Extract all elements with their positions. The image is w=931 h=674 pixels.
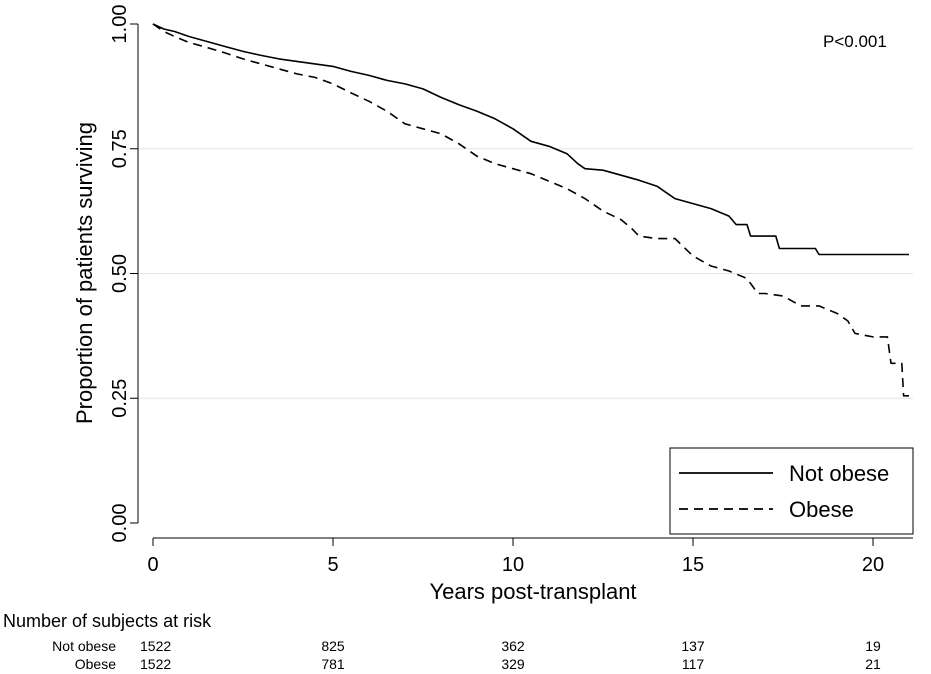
legend: Not obese Obese (669, 447, 914, 535)
risk-value: 781 (321, 656, 345, 672)
x-tick-label: 5 (327, 554, 338, 576)
risk-value: 1522 (140, 638, 171, 654)
series-line-not-obese (152, 23, 909, 256)
legend-label-obese: Obese (789, 497, 854, 522)
risk-value: 19 (865, 638, 881, 654)
risk-row-label: Obese (75, 656, 116, 672)
risk-value: 362 (501, 638, 525, 654)
y-tick-label: 0.50 (109, 254, 131, 293)
x-axis-title: Years post-transplant (429, 579, 636, 604)
x-ticks: 0 5 10 15 20 (147, 538, 884, 576)
x-tick-label: 10 (502, 554, 524, 576)
risk-table-rows: Not obese 1522 825 362 137 19 Obese 1522 781 329 1… (52, 638, 881, 672)
survival-curves (152, 23, 909, 397)
risk-row-label: Not obese (52, 638, 116, 654)
risk-row: Obese 1522 781 329 117 21 (75, 656, 881, 672)
risk-value: 1522 (140, 656, 171, 672)
series-line-obese (152, 23, 909, 397)
legend-box (669, 447, 914, 535)
gridlines (139, 148, 913, 399)
p-value-annotation: P<0.001 (823, 32, 887, 51)
risk-value: 329 (501, 656, 525, 672)
risk-value: 137 (681, 638, 705, 654)
y-axis-title: Proportion of patients surviving (72, 122, 97, 424)
y-tick-label: 0.25 (109, 379, 131, 418)
x-tick-label: 20 (862, 554, 884, 576)
y-ticks: 0.00 0.25 0.50 0.75 1.00 (109, 5, 138, 543)
risk-value: 117 (682, 656, 705, 672)
risk-table-title: Number of subjects at risk (3, 611, 212, 631)
y-tick-label: 0.75 (109, 129, 131, 168)
risk-table: Number of subjects at risk Not obese 1522… (3, 611, 881, 672)
y-tick-label: 0.00 (109, 504, 131, 543)
y-tick-label: 1.00 (109, 5, 131, 44)
risk-value: 825 (321, 638, 345, 654)
x-tick-label: 0 (147, 554, 158, 576)
legend-label-not-obese: Not obese (789, 461, 889, 486)
risk-row: Not obese 1522 825 362 137 19 (52, 638, 881, 654)
risk-value: 21 (865, 656, 881, 672)
x-tick-label: 15 (682, 554, 704, 576)
